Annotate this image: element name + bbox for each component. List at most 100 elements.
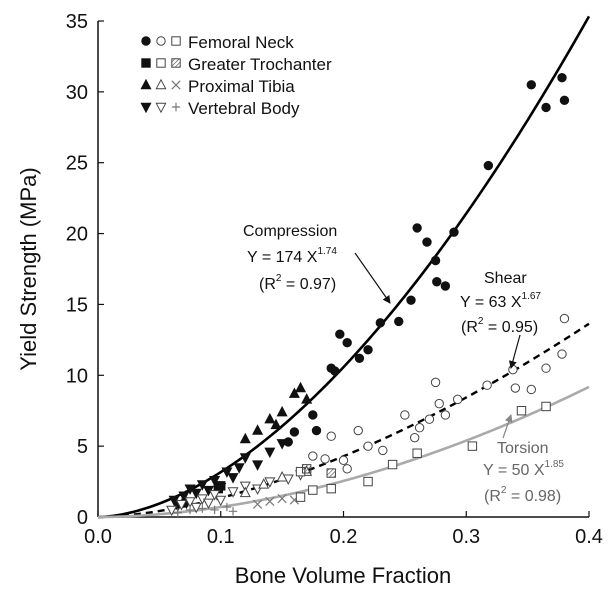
compression-point (233, 463, 245, 474)
legend-marker (140, 78, 152, 90)
shear-equation: Y = 63 X1.67 (460, 291, 541, 311)
shear-point (215, 495, 227, 507)
shear-point (209, 490, 221, 501)
torsion-annotation: Torsion Y = 50 X1.85 (R2 = 0.98) (483, 414, 564, 505)
x-tick-label: 0.0 (84, 526, 112, 548)
compression-point (354, 353, 365, 363)
shear-point (166, 505, 178, 517)
shear-annotation: Shear Y = 63 X1.67 (R2 = 0.95) (460, 270, 541, 369)
compression-equation: Y = 174 X1.74 (247, 246, 337, 266)
x-tick-label: 0.1 (207, 526, 235, 548)
shear-point (239, 481, 251, 493)
compression-r2: (R2 = 0.97) (259, 273, 336, 293)
compression-point (216, 481, 226, 491)
shear-point (184, 497, 196, 508)
legend-marker (141, 36, 151, 46)
legend-entry-greater-trochanter: Greater Trochanter (141, 55, 332, 74)
compression-point (288, 387, 300, 398)
compression-point (178, 491, 190, 503)
compression-point (432, 277, 442, 287)
compression-point (412, 223, 422, 233)
x-axis-title: Bone Volume Fraction (235, 563, 451, 588)
torsion-point (228, 507, 238, 516)
shear-point (308, 451, 318, 461)
shear-point (363, 441, 373, 451)
legend-markers-vertebral-body (140, 102, 181, 114)
compression-point (289, 427, 300, 437)
shear-point (378, 445, 388, 456)
compression-point (252, 460, 264, 471)
compression-point (190, 488, 202, 500)
torsion-point (308, 485, 318, 495)
y-tick-label: 15 (66, 294, 88, 316)
legend-marker (171, 80, 181, 90)
compression-point (449, 227, 459, 237)
compression-point (559, 95, 570, 106)
shear-point (510, 383, 521, 393)
compression-annotation: Compression Y = 174 X1.74 (R2 = 0.97) (243, 223, 391, 304)
torsion-point (277, 493, 287, 504)
compression-point (483, 160, 494, 171)
legend-markers-femoral-neck (141, 36, 181, 46)
x-tick-label: 0.3 (452, 526, 480, 548)
shear-point (452, 394, 463, 405)
torsion-point (363, 476, 373, 487)
compression-point (330, 366, 340, 376)
shear-point (276, 471, 288, 482)
shear-point (414, 423, 425, 433)
shear-point (326, 431, 336, 441)
shear-point (440, 410, 451, 420)
shear-point (434, 398, 444, 409)
compression-point (430, 255, 441, 266)
compression-point (311, 425, 322, 436)
shear-point (409, 432, 420, 443)
compression-point (394, 316, 404, 327)
x-tick-label: 0.2 (330, 526, 358, 548)
compression-point (196, 480, 208, 491)
torsion-point (198, 504, 207, 513)
legend-label-proximal-tibia: Proximal Tibia (188, 77, 295, 96)
legend-entry-vertebral-body: Vertebral Body (140, 99, 300, 118)
compression-point (239, 432, 251, 444)
compression-point (264, 412, 276, 424)
shear-point (264, 477, 276, 488)
compression-point (342, 337, 352, 348)
torsion-r2: (R2 = 0.98) (484, 485, 561, 505)
compression-point (276, 405, 288, 417)
legend-marker (171, 58, 181, 68)
torsion-arrow (502, 414, 513, 439)
compression-point (440, 281, 451, 291)
legend-label-greater-trochanter: Greater Trochanter (188, 55, 332, 74)
compression-point (557, 72, 567, 83)
y-tick-label: 10 (66, 365, 88, 387)
legend-label-vertebral-body: Vertebral Body (188, 99, 300, 118)
legend-markers-proximal-tibia (140, 78, 181, 90)
legend-markers-greater-trochanter (141, 58, 181, 68)
compression-point (406, 295, 416, 305)
torsion-point (222, 502, 232, 512)
torsion-point (467, 441, 478, 451)
shear-point (342, 464, 352, 474)
legend-entry-femoral-neck: Femoral Neck (141, 33, 294, 52)
compression-point (375, 318, 386, 328)
shear-point (508, 364, 518, 375)
compression-point (264, 447, 276, 459)
torsion-point (252, 499, 263, 509)
compression-point (221, 467, 233, 478)
legend-marker (156, 36, 166, 46)
shear-point (326, 468, 336, 478)
y-tick-label: 0 (77, 507, 88, 529)
shear-point (353, 425, 363, 436)
compression-point (301, 393, 313, 404)
shear-point (239, 486, 251, 498)
compression-point (363, 345, 373, 355)
legend-entry-proximal-tibia: Proximal Tibia (140, 77, 295, 96)
compression-point (283, 437, 293, 447)
shear-r2: (R2 = 0.95) (461, 316, 538, 336)
legend-marker (155, 102, 167, 114)
shear-point (258, 478, 270, 489)
shear-point (559, 313, 570, 324)
axis-ticks: 0.0 0.1 0.2 0.3 0.4 0 5 10 15 20 25 30 35 (66, 11, 603, 548)
compression-point (422, 237, 432, 247)
